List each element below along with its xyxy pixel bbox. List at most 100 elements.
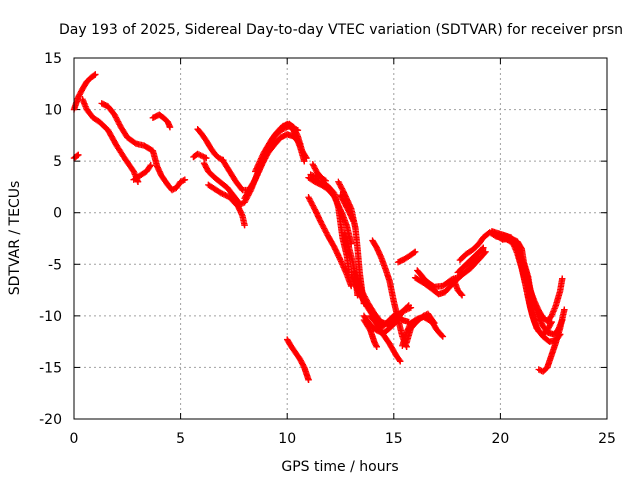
data-point (75, 151, 82, 159)
y-tick-label: 15 (44, 51, 62, 67)
data-point (147, 162, 154, 169)
y-tick-label: -5 (48, 257, 62, 273)
y-tick-label: 5 (53, 154, 62, 170)
data-track-13 (220, 120, 308, 194)
data-point (92, 71, 99, 78)
data-point (559, 275, 566, 282)
x-tick-label: 20 (491, 431, 509, 447)
data-track-10 (205, 181, 248, 229)
data-point (305, 376, 312, 384)
data-point (479, 245, 486, 253)
data-point (420, 312, 427, 320)
data-point (547, 320, 555, 327)
data-point (195, 151, 203, 158)
data-point (480, 244, 487, 251)
y-tick-label: -15 (39, 360, 62, 376)
y-tick-label: 10 (44, 103, 62, 119)
data-point (404, 303, 411, 310)
data-point (177, 178, 184, 185)
data-track-8 (194, 125, 227, 164)
data-point (457, 290, 465, 298)
data-point (458, 292, 466, 299)
y-tick-labels: -20 -15 -10 -5 0 5 10 15 (39, 51, 62, 428)
chart-title: Day 193 of 2025, Sidereal Day-to-day VTE… (59, 22, 623, 38)
data-point (396, 358, 404, 365)
data-point (91, 72, 98, 79)
data-point (215, 154, 223, 162)
data-track-39 (501, 232, 566, 325)
data-track-5 (130, 162, 154, 183)
data-track-18 (309, 161, 329, 184)
x-tick-labels: 0 5 10 15 20 25 (70, 431, 616, 447)
data-track-21 (337, 191, 357, 225)
data-point (411, 248, 419, 256)
data-point (170, 186, 177, 193)
data-point (202, 154, 210, 162)
data-track-34 (450, 275, 466, 299)
y-tick-label: -10 (39, 309, 62, 325)
data-point (180, 177, 187, 184)
data-point (217, 189, 225, 197)
data-point (201, 154, 208, 161)
data-point (146, 163, 154, 170)
x-tick-label: 0 (70, 431, 79, 447)
y-tick-label: -20 (39, 412, 62, 428)
data-track-40 (535, 306, 568, 375)
data-point (561, 306, 568, 313)
data-point (222, 191, 229, 199)
data-point (198, 152, 206, 160)
data-track-33 (414, 252, 481, 291)
data-point (308, 172, 316, 179)
data-track-14 (284, 336, 312, 384)
data-points (70, 71, 568, 384)
data-point (439, 333, 447, 340)
data-point (350, 217, 357, 225)
data-point (238, 200, 245, 207)
data-point (73, 152, 81, 159)
y-axis-label: SDTVAR / TECUs (7, 181, 23, 296)
data-point (431, 319, 438, 327)
data-point (166, 123, 174, 131)
data-point (301, 157, 308, 165)
data-point (372, 342, 380, 349)
data-point (307, 171, 314, 178)
x-tick-label: 25 (598, 431, 616, 447)
data-point (223, 192, 230, 200)
data-point (178, 177, 186, 185)
data-track-17 (307, 171, 323, 187)
data-track-31 (403, 310, 438, 346)
data-track-6 (149, 111, 174, 131)
data-point (482, 248, 489, 256)
data-point (410, 249, 418, 256)
data-track-29 (394, 248, 419, 266)
data-point (220, 191, 228, 198)
data-point (373, 343, 380, 350)
data-point (430, 318, 437, 326)
data-track-3 (79, 96, 142, 185)
data-point (197, 152, 204, 159)
data-point (194, 150, 201, 158)
data-track-2 (70, 151, 82, 162)
data-track-37 (488, 228, 564, 345)
data-point (241, 221, 248, 229)
x-axis-label: GPS time / hours (281, 459, 398, 475)
x-tick-label: 15 (385, 431, 403, 447)
data-point (405, 302, 412, 309)
data-point (438, 332, 445, 339)
data-point (396, 356, 403, 364)
data-track-28 (367, 312, 404, 365)
data-track-27 (369, 237, 410, 350)
data-track-7 (190, 150, 210, 162)
data-track-4 (98, 100, 189, 194)
data-point (168, 186, 176, 194)
y-tick-label: 0 (53, 206, 62, 222)
data-track-35 (454, 244, 487, 276)
x-tick-label: 10 (278, 431, 296, 447)
data-point (535, 366, 542, 373)
x-tick-label: 5 (176, 431, 185, 447)
plot-frame (73, 57, 608, 420)
data-point (219, 190, 226, 198)
data-point (200, 153, 207, 160)
data-point (481, 249, 488, 257)
